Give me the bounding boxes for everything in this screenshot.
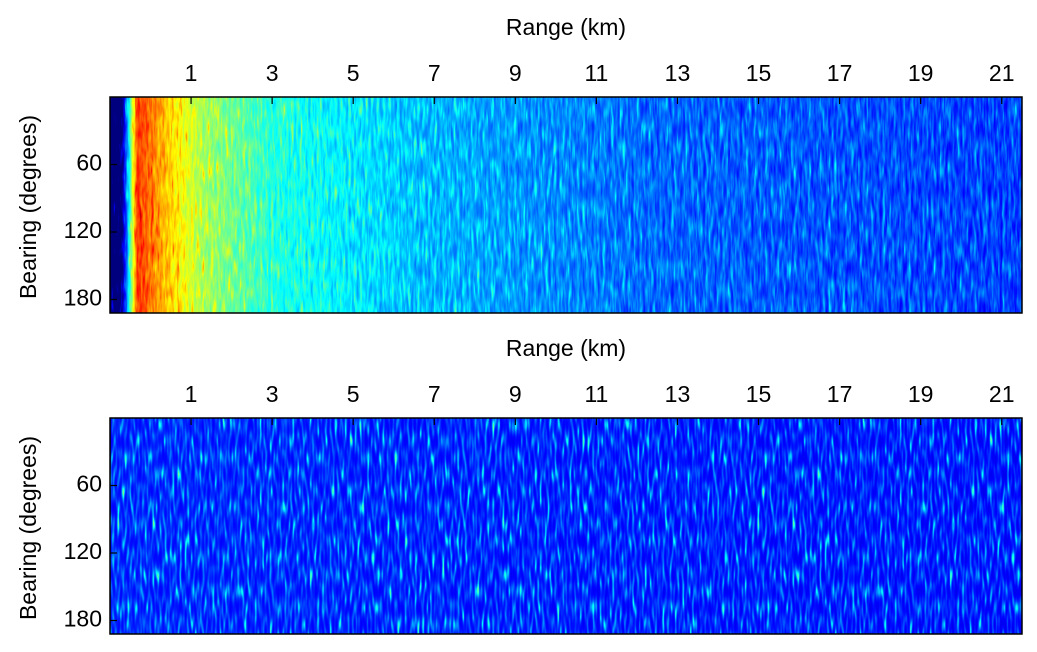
x-tick-label: 15 (746, 381, 772, 407)
y-tick-label: 180 (64, 285, 102, 311)
x-tick-label: 17 (827, 381, 853, 407)
x-tick-label: 15 (746, 60, 772, 86)
y-tick-label: 60 (76, 150, 102, 176)
x-tick-label: 11 (584, 381, 608, 407)
heatmap-image (110, 97, 1022, 313)
x-tick-label: 17 (827, 60, 853, 86)
x-axis-label: Range (km) (506, 14, 626, 40)
x-tick-label: 19 (908, 60, 934, 86)
y-axis-label: Bearing (degrees) (15, 115, 41, 299)
y-tick-label: 120 (64, 538, 102, 564)
y-axis-label: Bearing (degrees) (15, 436, 41, 620)
x-tick-label: 3 (266, 60, 279, 86)
x-tick-label: 1 (185, 60, 198, 86)
x-tick-label: 21 (989, 60, 1015, 86)
x-tick-label: 7 (428, 60, 441, 86)
x-tick-label: 1 (185, 381, 198, 407)
plot-frame (109, 417, 1023, 635)
heatmap-image (110, 418, 1022, 634)
y-tick-label: 180 (64, 606, 102, 632)
x-tick-label: 13 (665, 60, 691, 86)
x-tick-label: 5 (347, 60, 360, 86)
x-tick-label: 13 (665, 381, 691, 407)
x-axis-label: Range (km) (506, 335, 626, 361)
y-tick-label: 120 (64, 217, 102, 243)
x-tick-label: 21 (989, 381, 1015, 407)
x-tick-label: 3 (266, 381, 279, 407)
x-tick-label: 7 (428, 381, 441, 407)
x-tick-label: 11 (584, 60, 608, 86)
x-tick-label: 9 (509, 381, 522, 407)
x-tick-label: 5 (347, 381, 360, 407)
y-tick-label: 60 (76, 471, 102, 497)
x-tick-label: 9 (509, 60, 522, 86)
x-tick-label: 19 (908, 381, 934, 407)
plot-frame (109, 96, 1023, 314)
